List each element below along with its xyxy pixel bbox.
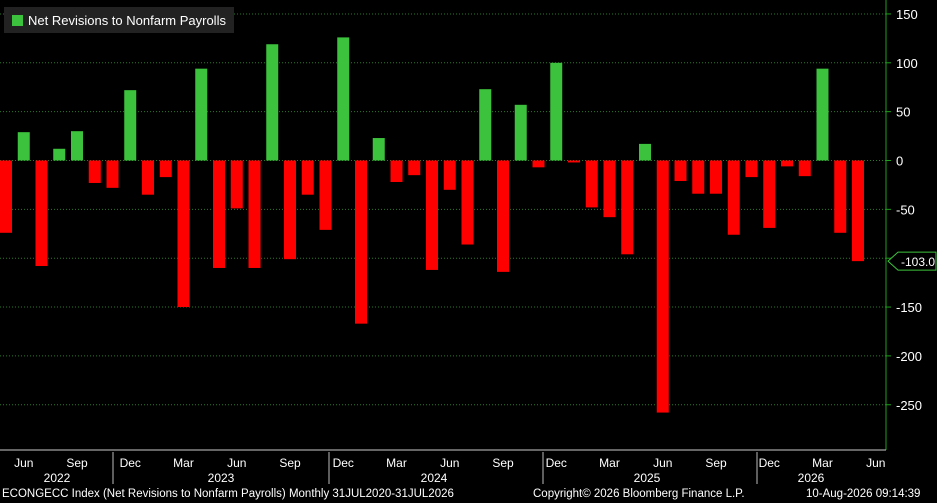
footer-source: ECONGECC Index (Net Revisions to Nonfarm… bbox=[2, 488, 454, 500]
bar bbox=[284, 160, 296, 260]
bar bbox=[639, 143, 651, 161]
x-tick-label-year: 2024 bbox=[421, 471, 448, 485]
x-tick-label-month: Jun bbox=[440, 456, 459, 470]
bar bbox=[816, 68, 829, 161]
bar bbox=[692, 160, 705, 194]
bar bbox=[781, 160, 793, 167]
bar bbox=[35, 160, 48, 267]
bar bbox=[603, 160, 616, 218]
bar bbox=[248, 160, 261, 268]
bar bbox=[124, 90, 137, 161]
bar bbox=[390, 160, 403, 182]
x-tick-label-month: Jun bbox=[227, 456, 246, 470]
bar bbox=[568, 160, 580, 163]
bar bbox=[461, 160, 474, 245]
gridlines bbox=[0, 13, 886, 406]
y-tick-label: 0 bbox=[896, 154, 903, 169]
bar bbox=[727, 160, 740, 235]
bar bbox=[53, 148, 66, 161]
bar bbox=[745, 160, 758, 178]
x-tick-label-month: Dec bbox=[546, 456, 567, 470]
x-tick-label-year: 2025 bbox=[634, 471, 661, 485]
bar bbox=[106, 160, 119, 188]
bar bbox=[230, 160, 243, 209]
bar bbox=[88, 160, 101, 183]
y-tick-label: 150 bbox=[896, 7, 918, 22]
legend: Net Revisions to Nonfarm Payrolls bbox=[4, 7, 234, 33]
last-value-label: -103.0 bbox=[901, 255, 935, 269]
x-tick-label-month: Mar bbox=[599, 456, 620, 470]
y-tick-label: -250 bbox=[896, 398, 922, 413]
bar bbox=[443, 160, 456, 190]
footer-copyright: Copyright© 2026 Bloomberg Finance L.P. bbox=[533, 488, 745, 500]
bar bbox=[514, 104, 527, 161]
x-tick-label-month: Mar bbox=[386, 456, 407, 470]
bar bbox=[834, 160, 847, 233]
axes: 150100500-50-100-150-200-250-103.0JunSep… bbox=[0, 0, 937, 485]
y-tick-label: -200 bbox=[896, 349, 922, 364]
x-tick-label-month: Sep bbox=[705, 456, 727, 470]
bar bbox=[0, 160, 12, 233]
x-tick-label-month: Jun bbox=[14, 456, 33, 470]
x-tick-label-month: Dec bbox=[120, 456, 141, 470]
bar bbox=[159, 160, 172, 178]
bar bbox=[674, 160, 687, 182]
bar bbox=[497, 160, 509, 272]
x-tick-label-year: 2026 bbox=[798, 471, 825, 485]
bar bbox=[408, 160, 421, 176]
bar bbox=[763, 160, 776, 228]
x-tick-label-month: Sep bbox=[279, 456, 301, 470]
x-tick-label-month: Jun bbox=[866, 456, 885, 470]
bar bbox=[621, 160, 634, 255]
bar bbox=[372, 138, 385, 161]
bar bbox=[142, 160, 154, 195]
bar bbox=[355, 160, 367, 324]
bar bbox=[710, 160, 722, 194]
y-tick-label: 50 bbox=[896, 105, 910, 120]
bar bbox=[195, 68, 208, 161]
legend-label: Net Revisions to Nonfarm Payrolls bbox=[28, 12, 226, 28]
y-tick-label: 100 bbox=[896, 56, 918, 71]
bar bbox=[213, 160, 225, 268]
bar bbox=[301, 160, 314, 195]
bar bbox=[798, 160, 811, 177]
bar bbox=[71, 131, 83, 161]
x-tick-label-month: Mar bbox=[173, 456, 194, 470]
bar bbox=[852, 160, 864, 262]
x-tick-label-month: Sep bbox=[66, 456, 88, 470]
bar bbox=[532, 160, 545, 168]
bar bbox=[17, 132, 30, 161]
bar bbox=[319, 160, 332, 230]
bar bbox=[550, 62, 563, 161]
last-value-tag bbox=[887, 251, 937, 271]
bar bbox=[177, 160, 190, 308]
x-tick-label-year: 2022 bbox=[44, 471, 71, 485]
x-tick-label-month: Dec bbox=[333, 456, 354, 470]
x-tick-label-month: Dec bbox=[759, 456, 780, 470]
bar bbox=[479, 89, 492, 161]
bar bbox=[426, 160, 438, 270]
footer-timestamp: 10-Aug-2026 09:14:39 bbox=[806, 488, 921, 500]
bars bbox=[0, 37, 864, 413]
bar bbox=[337, 37, 350, 161]
x-tick-label-month: Mar bbox=[812, 456, 833, 470]
legend-swatch bbox=[12, 14, 23, 26]
x-tick-label-month: Sep bbox=[492, 456, 514, 470]
bar bbox=[585, 160, 598, 208]
x-tick-label-month: Jun bbox=[653, 456, 672, 470]
y-tick-label: -50 bbox=[896, 202, 915, 217]
bar bbox=[266, 44, 279, 161]
bar bbox=[656, 160, 669, 413]
x-tick-label-year: 2023 bbox=[208, 471, 235, 485]
y-tick-label: -150 bbox=[896, 300, 922, 315]
